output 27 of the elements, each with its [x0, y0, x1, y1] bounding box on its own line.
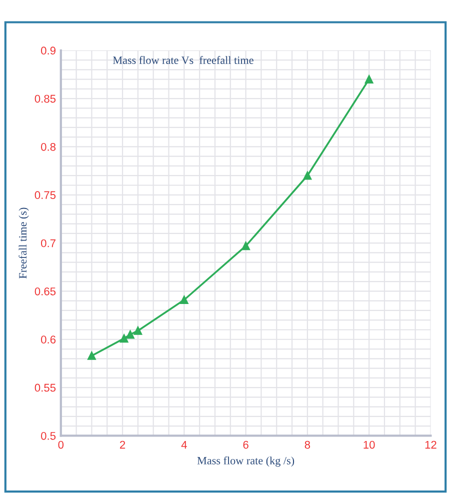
x-tick-label: 8 — [304, 440, 310, 449]
y-tick-label: 0.6 — [41, 336, 56, 344]
point — [134, 326, 142, 335]
x-tick-label: 12 — [425, 440, 436, 449]
y-tick-label: 0.7 — [41, 239, 56, 248]
x-tick-label: 10 — [364, 440, 375, 449]
chart-title: Mass flow rate Vs freefall time — [112, 56, 254, 64]
x-axis-title: Mass flow rate (kg /s) — [197, 456, 294, 467]
point — [303, 171, 312, 180]
y-tick-label: 0.9 — [41, 46, 56, 55]
point — [364, 75, 374, 84]
point — [242, 242, 250, 250]
y-tick-label: 0.55 — [34, 384, 56, 392]
y-tick-label: 0.85 — [34, 94, 56, 103]
point — [120, 334, 128, 343]
y-tick-label: 0.75 — [34, 191, 56, 200]
y-tick-label: 0.8 — [41, 142, 56, 151]
y-tick-label: 0.65 — [34, 287, 56, 296]
x-tick-label: 6 — [243, 440, 248, 449]
x-tick-label: 4 — [181, 440, 187, 449]
x-tick-label: 0 — [58, 440, 64, 449]
y-tick-label: 0.5 — [41, 432, 56, 440]
point — [88, 352, 96, 360]
point — [126, 330, 134, 339]
point — [180, 296, 188, 304]
x-tick-label: 2 — [120, 440, 126, 449]
y-axis-title: Freefall time (s) — [18, 208, 29, 279]
